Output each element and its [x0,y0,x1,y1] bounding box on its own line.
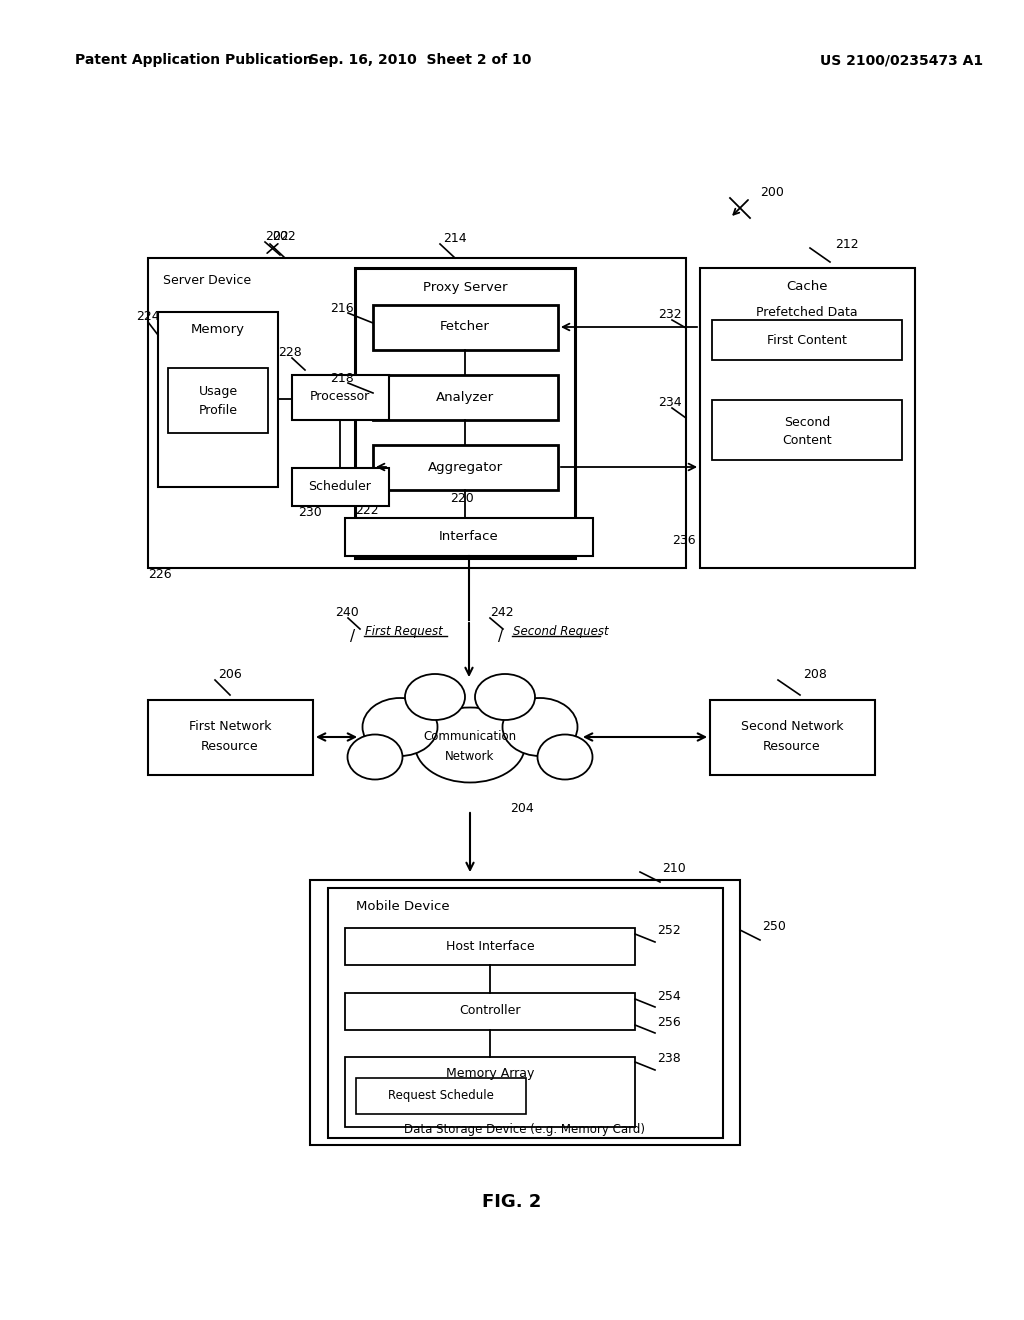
Bar [373,445,558,490]
Text: 238: 238 [657,1052,681,1065]
Text: Second: Second [784,416,830,429]
Bar [355,268,575,558]
Text: Memory Array: Memory Array [445,1067,535,1080]
Text: 228: 228 [278,346,302,359]
Text: 230: 230 [298,506,322,519]
Text: 256: 256 [657,1015,681,1028]
Text: Mobile Device: Mobile Device [356,899,450,912]
Bar [712,400,902,459]
Text: 242: 242 [490,606,514,619]
Text: Memory: Memory [191,323,245,337]
Text: 218: 218 [330,372,353,385]
Text: First Network: First Network [188,721,271,734]
Text: FIG. 2: FIG. 2 [482,1193,542,1210]
Text: Processor: Processor [310,391,370,404]
Text: US 2100/0235473 A1: US 2100/0235473 A1 [820,53,983,67]
Bar [345,517,593,556]
Text: Content: Content [782,433,831,446]
Text: 224: 224 [136,309,160,322]
Bar [345,928,635,965]
Bar [292,469,389,506]
Text: Patent Application Publication: Patent Application Publication [75,53,312,67]
Text: Sep. 16, 2010  Sheet 2 of 10: Sep. 16, 2010 Sheet 2 of 10 [309,53,531,67]
Text: 202: 202 [265,231,289,243]
Text: Analyzer: Analyzer [436,391,494,404]
Text: 206: 206 [218,668,242,681]
Text: Proxy Server: Proxy Server [423,281,507,294]
Text: Aggregator: Aggregator [427,461,503,474]
Text: Resource: Resource [201,741,259,754]
Bar [373,375,558,420]
Text: 240: 240 [335,606,358,619]
Bar [148,257,686,568]
Bar [373,305,558,350]
Text: 236: 236 [672,533,695,546]
Text: Resource: Resource [763,741,821,754]
Text: 234: 234 [658,396,682,409]
Bar [710,700,874,775]
Text: 250: 250 [762,920,785,933]
Text: 252: 252 [657,924,681,937]
Text: Network: Network [445,751,495,763]
Text: Scheduler: Scheduler [308,480,372,494]
Text: Second Network: Second Network [740,721,843,734]
Text: First Content: First Content [767,334,847,346]
Text: Controller: Controller [459,1005,521,1018]
Text: 220: 220 [450,491,474,504]
Bar [345,1057,635,1127]
Bar [148,700,313,775]
Ellipse shape [415,708,525,783]
Text: 216: 216 [330,302,353,315]
Text: /: / [498,628,503,644]
Text: Host Interface: Host Interface [445,940,535,953]
Text: US 2100/0235473 A1: US 2100/0235473 A1 [820,53,983,67]
Text: First Request: First Request [365,626,442,639]
Bar [292,375,389,420]
Text: 204: 204 [510,801,534,814]
Text: Sep. 16, 2010  Sheet 2 of 10: Sep. 16, 2010 Sheet 2 of 10 [309,53,531,67]
Bar [712,319,902,360]
Bar [345,993,635,1030]
Bar [158,312,278,487]
Text: Cache: Cache [786,280,827,293]
Bar [356,1078,526,1114]
Text: Server Device: Server Device [163,273,251,286]
Text: 232: 232 [658,309,682,322]
Text: Patent Application Publication: Patent Application Publication [75,53,312,67]
Bar [0,0,1024,90]
Text: Request Schedule: Request Schedule [388,1089,494,1102]
Text: 254: 254 [657,990,681,1002]
Bar [328,888,723,1138]
Bar [700,268,915,568]
Text: Fetcher: Fetcher [440,321,489,334]
Ellipse shape [406,675,465,719]
Ellipse shape [538,734,593,780]
Text: 200: 200 [760,186,784,199]
Ellipse shape [475,675,535,719]
Bar [310,880,740,1144]
Text: Profile: Profile [199,404,238,417]
Text: Usage: Usage [199,385,238,399]
Ellipse shape [503,698,578,756]
Text: 202: 202 [272,231,296,243]
Text: 210: 210 [662,862,686,875]
Text: Prefetched Data: Prefetched Data [756,306,858,319]
Text: 222: 222 [355,503,379,516]
Text: Interface: Interface [439,531,499,544]
Bar [168,368,268,433]
Text: Data Storage Device (e.g. Memory Card): Data Storage Device (e.g. Memory Card) [404,1123,645,1137]
Text: /: / [350,628,355,644]
Text: Second Request: Second Request [513,626,608,639]
Ellipse shape [347,734,402,780]
Text: 212: 212 [835,238,859,251]
Text: 226: 226 [148,569,172,582]
Text: 214: 214 [443,231,467,244]
Text: Communication: Communication [424,730,516,743]
Ellipse shape [362,698,437,756]
Text: 208: 208 [803,668,826,681]
